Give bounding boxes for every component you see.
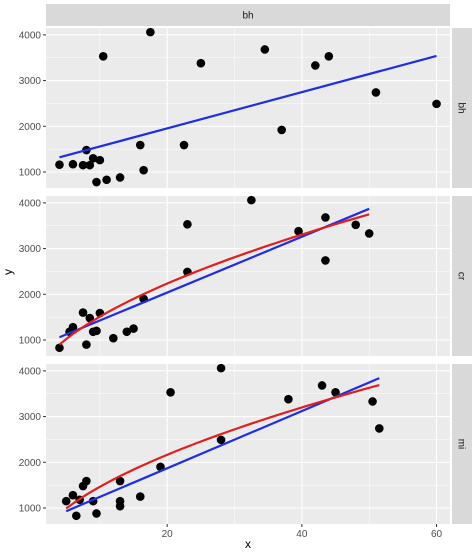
data-point bbox=[317, 381, 327, 390]
top-strip-label: bh bbox=[242, 11, 253, 22]
top-strip bbox=[46, 4, 450, 26]
data-point bbox=[139, 165, 148, 175]
data-point bbox=[61, 496, 71, 506]
data-point bbox=[260, 45, 270, 54]
y-tick-label: 4000 bbox=[19, 198, 42, 209]
data-point bbox=[331, 388, 340, 397]
y-tick-label: 3000 bbox=[19, 412, 42, 423]
y-tick-label: 1000 bbox=[19, 168, 42, 179]
y-tick-label: 3000 bbox=[19, 244, 42, 255]
data-point bbox=[122, 327, 132, 337]
fit-line-linear bbox=[59, 54, 437, 159]
y-tick-label: 1000 bbox=[19, 336, 42, 347]
data-point bbox=[247, 195, 256, 205]
data-point bbox=[88, 153, 98, 163]
data-point bbox=[115, 501, 125, 511]
x-tick-label: 40 bbox=[296, 529, 308, 540]
data-point bbox=[68, 159, 78, 169]
data-point bbox=[82, 340, 91, 349]
y-tick-label: 2000 bbox=[19, 290, 42, 301]
x-axis-title: x bbox=[245, 537, 251, 551]
data-point bbox=[95, 155, 105, 165]
data-point bbox=[55, 160, 64, 169]
data-point bbox=[284, 394, 293, 404]
data-point bbox=[78, 308, 88, 317]
data-point bbox=[166, 388, 175, 397]
panel-background bbox=[46, 28, 450, 188]
y-tick-label: 2000 bbox=[19, 458, 42, 469]
data-point bbox=[72, 511, 81, 521]
data-point bbox=[129, 324, 138, 333]
data-point bbox=[156, 462, 165, 472]
data-point bbox=[321, 256, 330, 265]
right-strip bbox=[452, 28, 472, 188]
data-point bbox=[109, 333, 118, 343]
data-point bbox=[55, 343, 64, 353]
right-strip-label: bh bbox=[456, 102, 467, 113]
panel-background bbox=[46, 364, 450, 524]
data-point bbox=[179, 140, 189, 150]
data-point bbox=[368, 397, 377, 406]
data-point bbox=[85, 160, 95, 170]
data-point bbox=[115, 173, 125, 182]
y-tick-label: 4000 bbox=[19, 30, 42, 41]
x-tick-label: 60 bbox=[431, 529, 443, 540]
data-point bbox=[277, 125, 286, 135]
data-point bbox=[92, 509, 101, 518]
y-tick-label: 2000 bbox=[19, 122, 42, 133]
data-point bbox=[364, 229, 374, 238]
data-point bbox=[68, 490, 78, 500]
data-point bbox=[98, 52, 108, 61]
data-point bbox=[82, 476, 91, 486]
data-point bbox=[135, 492, 145, 501]
fit-line-power bbox=[65, 383, 380, 510]
right-strip bbox=[452, 364, 472, 524]
y-tick-label: 4000 bbox=[19, 366, 42, 377]
data-point bbox=[321, 213, 330, 222]
data-point bbox=[68, 322, 78, 332]
data-point bbox=[294, 226, 303, 236]
y-tick-label: 1000 bbox=[19, 504, 42, 515]
data-point bbox=[351, 220, 361, 230]
y-axis-title: y bbox=[1, 269, 15, 275]
right-strip bbox=[452, 196, 472, 356]
x-tick-label: 20 bbox=[162, 529, 174, 540]
data-point bbox=[78, 160, 88, 170]
panel-mi: 1000 2000 3000 4000 mi bbox=[19, 363, 472, 524]
data-point bbox=[92, 177, 101, 187]
panel-cr: 1000 2000 3000 4000 cr bbox=[19, 195, 472, 356]
data-point bbox=[216, 435, 226, 445]
right-strip-label: cr bbox=[456, 272, 467, 281]
data-point bbox=[216, 363, 226, 373]
data-point bbox=[196, 58, 206, 68]
data-point bbox=[146, 27, 155, 37]
data-point bbox=[432, 99, 441, 109]
data-point bbox=[324, 52, 334, 61]
data-point bbox=[311, 61, 320, 70]
right-strip-label: mi bbox=[456, 439, 467, 450]
data-point bbox=[135, 140, 145, 150]
data-point bbox=[102, 175, 111, 185]
data-point bbox=[375, 424, 384, 433]
data-point bbox=[92, 326, 101, 336]
data-point bbox=[371, 88, 381, 97]
data-point bbox=[183, 220, 192, 229]
panel-bh: 1000 2000 3000 4000 bh bbox=[19, 27, 472, 188]
data-point bbox=[115, 476, 125, 486]
y-tick-label: 3000 bbox=[19, 76, 42, 87]
fit-line-power bbox=[58, 213, 370, 346]
panel-background bbox=[46, 196, 450, 356]
